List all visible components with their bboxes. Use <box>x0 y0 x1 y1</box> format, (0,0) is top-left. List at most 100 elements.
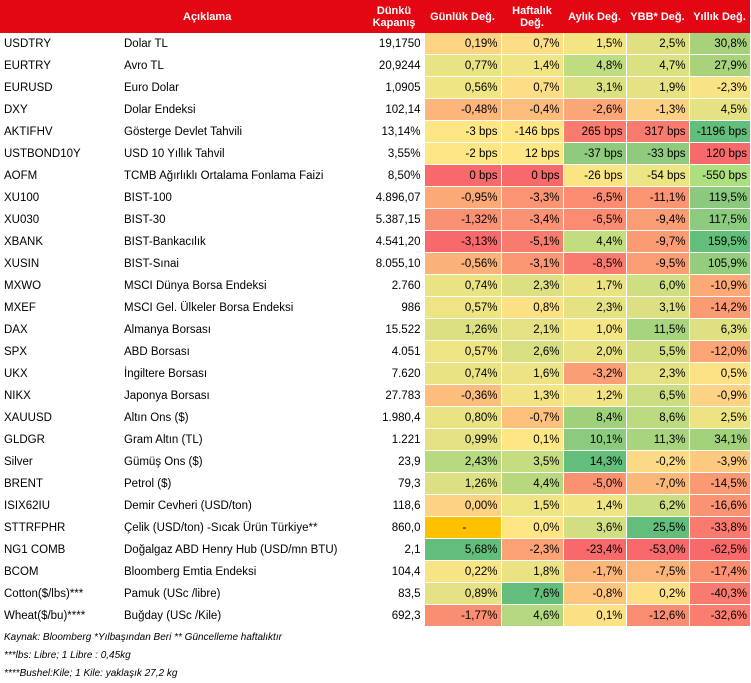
table-row: NIKX Japonya Borsası 27.783 -0,36% 1,3% 1,2% 6… <box>0 384 750 407</box>
yearly-change: -10,9% <box>688 274 750 297</box>
instrument-description: İngiltere Borsası <box>121 362 364 385</box>
table-row: USDTRY Dolar TL 19,1750 0,19% 0,7% 1,5% 2,5% 30… <box>0 33 750 55</box>
instrument-description: ABD Borsası <box>121 340 364 363</box>
daily-change: -1,32% <box>423 208 501 231</box>
monthly-change: 2,3% <box>562 296 626 319</box>
instrument-description: BIST-100 <box>121 186 364 209</box>
ytd-change: 3,1% <box>625 296 689 319</box>
ytd-change: 5,5% <box>625 340 689 363</box>
instrument-description: Gram Altın (TL) <box>121 428 364 451</box>
daily-change: 0,57% <box>423 340 501 363</box>
table-row: Silver Gümüş Ons ($) 23,9 2,43% 3,5% 14,3% -0,… <box>0 450 750 473</box>
instrument-code: XUSIN <box>0 252 121 275</box>
weekly-change: 3,5% <box>500 450 563 473</box>
daily-change: 0 bps <box>423 164 501 187</box>
instrument-code: XU030 <box>0 208 121 231</box>
daily-change: 2,43% <box>423 450 501 473</box>
close-value: 13,14% <box>364 120 424 143</box>
daily-change: - <box>423 516 501 539</box>
instrument-description: Avro TL <box>121 54 364 77</box>
instrument-description: Petrol ($) <box>121 472 364 495</box>
ytd-change: 11,3% <box>625 428 689 451</box>
weekly-change: -146 bps <box>500 120 563 143</box>
daily-change: -0,36% <box>423 384 501 407</box>
ytd-change: 0,2% <box>625 582 689 605</box>
daily-change: 0,74% <box>423 362 501 385</box>
weekly-change: 0,0% <box>500 516 563 539</box>
footnote-source: Kaynak: Bloomberg *Yılbaşından Beri ** G… <box>4 632 282 643</box>
weekly-change: 2,3% <box>500 274 563 297</box>
instrument-code: GLDGR <box>0 428 121 451</box>
daily-change: 1,26% <box>423 472 501 495</box>
header-yearly: Yıllık Değ. <box>689 0 750 33</box>
instrument-code: Silver <box>0 450 121 473</box>
instrument-description: Demir Cevheri (USD/ton) <box>121 494 364 517</box>
ytd-change: -1,3% <box>625 98 689 121</box>
close-value: 860,0 <box>364 516 424 539</box>
daily-change: 1,26% <box>423 318 501 341</box>
close-value: 20,9244 <box>364 54 424 77</box>
instrument-description: Çelik (USD/ton) -Sıcak Ürün Türkiye** <box>121 516 364 539</box>
ytd-change: -11,1% <box>625 186 689 209</box>
ytd-change: 2,3% <box>625 362 689 385</box>
daily-change: 0,19% <box>423 33 501 55</box>
daily-change: -3,13% <box>423 230 501 253</box>
ytd-change: -33 bps <box>625 142 689 165</box>
instrument-description: Euro Dolar <box>121 76 364 99</box>
table-row: XAUUSD Altın Ons ($) 1.980,4 0,80% -0,7% 8,4%… <box>0 406 750 429</box>
instrument-description: MSCI Gel. Ülkeler Borsa Endeksi <box>121 296 364 319</box>
instrument-description: Doğalgaz ABD Henry Hub (USD/mn BTU) <box>121 538 364 561</box>
instrument-description: TCMB Ağırlıklı Ortalama Fonlama Faizi <box>121 164 364 187</box>
weekly-change: 0,1% <box>500 428 563 451</box>
close-value: 4.541,20 <box>364 230 424 253</box>
instrument-description: BIST-Sınai <box>121 252 364 275</box>
ytd-change: -0,2% <box>625 450 689 473</box>
close-value: 3,55% <box>364 142 424 165</box>
instrument-code: XAUUSD <box>0 406 121 429</box>
instrument-description: Dolar Endeksi <box>121 98 364 121</box>
footnote-bushel: ****Bushel:Kile; 1 Kile: yaklaşık 27,2 k… <box>4 668 178 679</box>
close-value: 23,9 <box>364 450 424 473</box>
daily-change: -0,95% <box>423 186 501 209</box>
daily-change: 0,89% <box>423 582 501 605</box>
yearly-change: 6,3% <box>688 318 750 341</box>
table-row: EURUSD Euro Dolar 1,0905 0,56% 0,7% 3,1% 1,9% -… <box>0 76 750 99</box>
instrument-description: MSCI Dünya Borsa Endeksi <box>121 274 364 297</box>
yearly-change: 34,1% <box>688 428 750 451</box>
yearly-change: 0,5% <box>688 362 750 385</box>
ytd-change: 6,0% <box>625 274 689 297</box>
instrument-code: MXEF <box>0 296 121 319</box>
table-row: XU100 BIST-100 4.896,07 -0,95% -3,3% -6,5% -11… <box>0 186 750 209</box>
monthly-change: 4,8% <box>562 54 626 77</box>
weekly-change: -0,4% <box>500 98 563 121</box>
table-row: MXWO MSCI Dünya Borsa Endeksi 2.760 0,74% 2,… <box>0 274 750 297</box>
monthly-change: -0,8% <box>562 582 626 605</box>
ytd-change: 11,5% <box>625 318 689 341</box>
monthly-change: 1,2% <box>562 384 626 407</box>
ytd-change: 2,5% <box>625 33 689 55</box>
table-row: AOFM TCMB Ağırlıklı Ortalama Fonlama Faiz… <box>0 164 750 187</box>
instrument-code: XU100 <box>0 186 121 209</box>
instrument-code: XBANK <box>0 230 121 253</box>
table-row: XUSIN BIST-Sınai 8.055,10 -0,56% -3,1% -8,5% -… <box>0 252 750 275</box>
instrument-code: MXWO <box>0 274 121 297</box>
weekly-change: 2,6% <box>500 340 563 363</box>
instrument-description: Dolar TL <box>121 33 364 55</box>
monthly-change: -26 bps <box>562 164 626 187</box>
yearly-change: -550 bps <box>688 164 750 187</box>
weekly-change: 0,7% <box>500 76 563 99</box>
ytd-change: 6,2% <box>625 494 689 517</box>
yearly-change: 27,9% <box>688 54 750 77</box>
close-value: 1.221 <box>364 428 424 451</box>
weekly-change: -2,3% <box>500 538 563 561</box>
yearly-change: 2,5% <box>688 406 750 429</box>
table-row: SPX ABD Borsası 4.051 0,57% 2,6% 2,0% 5,5% -12,… <box>0 340 750 363</box>
footnote-lbs: ***lbs: Libre; 1 Libre : 0,45kg <box>4 650 131 661</box>
instrument-code: USTBOND10Y <box>0 142 121 165</box>
table-row: BCOM Bloomberg Emtia Endeksi 104,4 0,22% 1,8… <box>0 560 750 583</box>
weekly-change: 0,8% <box>500 296 563 319</box>
instrument-code: DAX <box>0 318 121 341</box>
yearly-change: 120 bps <box>688 142 750 165</box>
table-row: DXY Dolar Endeksi 102,14 -0,48% -0,4% -2,6% -1… <box>0 98 750 121</box>
table-row: UKX İngiltere Borsası 7.620 0,74% 1,6% -3,2% 2… <box>0 362 750 385</box>
